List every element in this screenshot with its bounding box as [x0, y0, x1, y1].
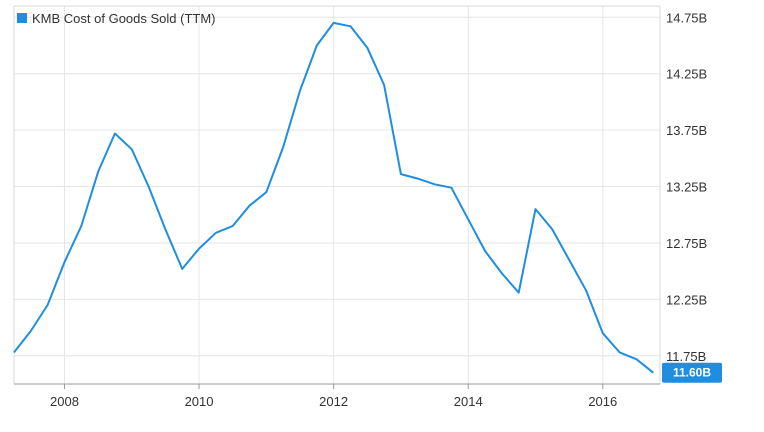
y-tick-label-4: 13.75B — [666, 123, 707, 138]
x-axis-ticks: 2008 2010 2012 2014 2016 — [50, 384, 617, 409]
x-tick-label-0: 2008 — [50, 394, 79, 409]
y-tick-label-6: 14.75B — [666, 10, 707, 25]
legend-swatch — [17, 13, 27, 23]
series-line-0 — [13, 21, 654, 374]
x-tick-label-3: 2014 — [454, 394, 483, 409]
last-value-box — [662, 362, 722, 383]
y-tick-label-1: 12.25B — [666, 292, 707, 307]
axes — [13, 5, 661, 385]
last-value-label: 11.60B — [673, 366, 711, 380]
y-tick-label-3: 13.25B — [666, 180, 707, 195]
last-value-badge: 11.60B — [662, 362, 722, 383]
gridlines — [14, 6, 660, 384]
legend: KMB Cost of Goods Sold (TTM) — [17, 11, 216, 26]
y-tick-label-0: 11.75B — [666, 349, 706, 364]
legend-label: KMB Cost of Goods Sold (TTM) — [32, 11, 216, 26]
x-tick-label-1: 2010 — [185, 394, 214, 409]
y-axis-ticks: 11.75B 12.25B 12.75B 13.25B 13.75B 14.25B 14.7… — [666, 10, 707, 364]
x-tick-label-2: 2012 — [319, 394, 348, 409]
series-group — [13, 21, 654, 374]
y-tick-label-5: 14.25B — [666, 67, 707, 82]
x-tick-label-4: 2016 — [588, 394, 617, 409]
y-tick-label-2: 12.75B — [666, 236, 707, 251]
